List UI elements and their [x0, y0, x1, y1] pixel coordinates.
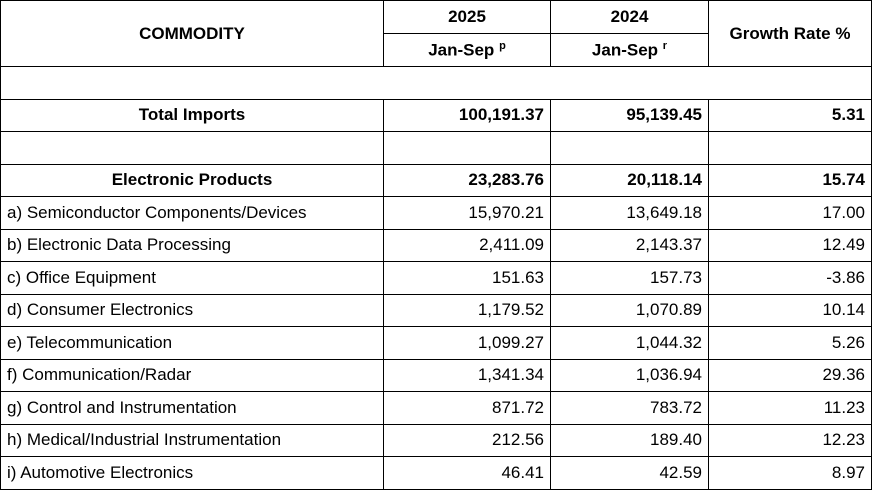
period-label: Jan-Sep: [428, 40, 495, 60]
cell-label: a) Semiconductor Components/Devices: [0, 196, 384, 230]
total-row: Total Imports 100,191.37 95,139.45 5.31: [0, 98, 872, 132]
table-row: d) Consumer Electronics 1,179.52 1,070.89 1…: [0, 293, 872, 327]
cell-growth: 12.23: [708, 423, 872, 457]
spacer-cell: [550, 131, 709, 165]
cell-v2025: 1,341.34: [383, 358, 551, 392]
header-year-2025: 2025: [383, 0, 551, 34]
table-row: f) Communication/Radar 1,341.34 1,036.94 29…: [0, 358, 872, 392]
spacer-cell: [708, 131, 872, 165]
cell-growth: 8.97: [708, 456, 872, 490]
cell-label: i) Automotive Electronics: [0, 456, 384, 490]
table-row: b) Electronic Data Processing 2,411.09 2,1…: [0, 228, 872, 262]
cell-label: f) Communication/Radar: [0, 358, 384, 392]
cell-v2025: 212.56: [383, 423, 551, 457]
table-row: a) Semiconductor Components/Devices 15,97…: [0, 196, 872, 230]
table-row: c) Office Equipment 151.63 157.73 -3.86: [0, 261, 872, 295]
header-period-2025: Jan-Sep p: [383, 33, 551, 67]
cell-v2024: 2,143.37: [550, 228, 709, 262]
preliminary-mark: p: [499, 39, 506, 52]
spacer-cell: [383, 131, 551, 165]
total-growth: 5.31: [708, 98, 872, 132]
cell-v2025: 46.41: [383, 456, 551, 490]
cell-v2025: 1,179.52: [383, 293, 551, 327]
header-period-row: Jan-Sep p Jan-Sep r: [1, 33, 872, 67]
cell-label: h) Medical/Industrial Instrumentation: [0, 423, 384, 457]
cell-growth: 29.36: [708, 358, 872, 392]
table-row: i) Automotive Electronics 46.41 42.59 8.97: [0, 456, 872, 490]
cell-growth: 11.23: [708, 391, 872, 425]
cell-label: c) Office Equipment: [0, 261, 384, 295]
period-label: Jan-Sep: [591, 40, 659, 60]
spacer-cell: [0, 66, 872, 100]
header-period-2024: Jan-Sep r: [550, 33, 709, 67]
cell-v2024: 42.59: [550, 456, 709, 490]
cell-growth: 10.14: [708, 293, 872, 327]
cell-growth: 5.26: [708, 326, 872, 360]
header-growth: Growth Rate %: [708, 0, 872, 67]
header-commodity: COMMODITY: [0, 0, 384, 67]
cell-label: b) Electronic Data Processing: [0, 228, 384, 262]
cell-growth: -3.86: [708, 261, 872, 295]
cell-v2024: 1,036.94: [550, 358, 709, 392]
table-row: e) Telecommunication 1,099.27 1,044.32 5.26: [0, 326, 872, 360]
cell-v2024: 157.73: [550, 261, 709, 295]
cell-v2025: 1,099.27: [383, 326, 551, 360]
cell-v2024: 13,649.18: [550, 196, 709, 230]
cell-v2024: 1,070.89: [550, 293, 709, 327]
header-row: COMMODITY 2025 2024 Growth Rate %: [0, 0, 872, 67]
cell-v2025: 2,411.09: [383, 228, 551, 262]
group-growth: 15.74: [708, 163, 872, 197]
spacer-row: [0, 131, 872, 165]
revised-mark: r: [662, 39, 668, 52]
group-row: Electronic Products 23,283.76 20,118.14 …: [0, 163, 872, 197]
spacer-cell: [0, 131, 384, 165]
cell-growth: 17.00: [708, 196, 872, 230]
cell-label: d) Consumer Electronics: [0, 293, 384, 327]
cell-v2024: 189.40: [550, 423, 709, 457]
group-2024: 20,118.14: [550, 163, 709, 197]
total-2025: 100,191.37: [383, 98, 551, 132]
cell-v2025: 871.72: [383, 391, 551, 425]
spacer-row: [0, 66, 872, 100]
cell-v2024: 1,044.32: [550, 326, 709, 360]
cell-v2024: 783.72: [550, 391, 709, 425]
cell-growth: 12.49: [708, 228, 872, 262]
table-row: h) Medical/Industrial Instrumentation 212…: [0, 423, 872, 457]
total-2024: 95,139.45: [550, 98, 709, 132]
group-2025: 23,283.76: [383, 163, 551, 197]
table-row: g) Control and Instrumentation 871.72 783.…: [0, 391, 872, 425]
group-label: Electronic Products: [0, 163, 384, 197]
header-year-2024: 2024: [550, 0, 709, 34]
cell-v2025: 15,970.21: [383, 196, 551, 230]
cell-label: g) Control and Instrumentation: [0, 391, 384, 425]
cell-label: e) Telecommunication: [0, 326, 384, 360]
cell-v2025: 151.63: [383, 261, 551, 295]
total-label: Total Imports: [0, 98, 384, 132]
imports-table: COMMODITY 2025 2024 Growth Rate % Jan-Se…: [0, 0, 872, 490]
